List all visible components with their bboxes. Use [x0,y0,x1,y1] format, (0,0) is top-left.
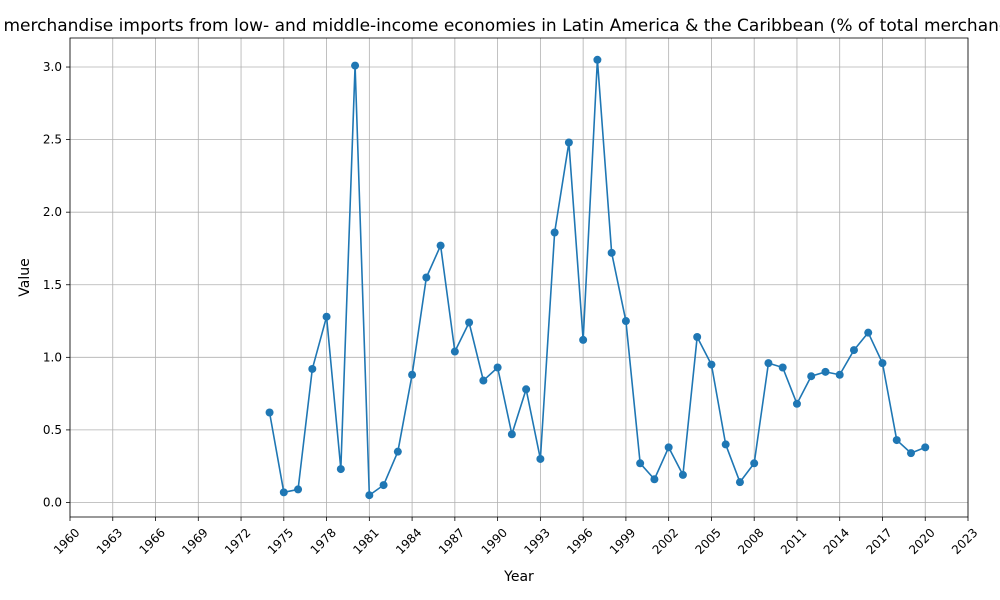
data-point [322,312,331,321]
y-axis-ticks: 0.0 0.5 1.0 1.5 2.0 2.5 3.0 [43,60,70,509]
x-tick-label: 1978 [308,526,339,557]
data-point [408,370,417,379]
data-point [593,55,602,64]
data-point [479,376,488,385]
data-point [778,363,787,372]
data-point [750,459,759,468]
x-tick-label: 1993 [521,526,552,557]
chart-title: Share of merchandise imports from low- a… [0,16,1000,36]
data-point [550,228,559,237]
data-point [294,485,303,494]
x-tick-label: 2008 [735,526,766,557]
data-point [308,364,317,373]
x-tick-label: 2017 [863,526,894,557]
y-tick-label: 3.0 [43,60,62,74]
y-axis-label: Value [17,258,33,296]
x-tick-label: 1960 [51,526,82,557]
data-point [450,347,459,356]
data-point [807,372,816,381]
data-point [664,443,673,452]
x-axis-label: Year [503,569,534,585]
x-tick-label: 1990 [479,526,510,557]
x-axis-ticks: 1960 1963 1966 1969 1972 1975 1978 1981 1984 1987… [51,517,980,557]
y-tick-label: 2.5 [43,133,62,147]
data-point [379,481,388,490]
x-tick-label: 1987 [436,526,467,557]
data-point [522,385,531,394]
x-tick-label: 2014 [821,526,852,557]
data-point [465,318,474,327]
data-point [536,454,545,463]
data-point [422,273,431,282]
x-tick-label: 2020 [906,526,937,557]
data-point [351,61,360,70]
data-points [265,55,930,500]
x-tick-label: 1969 [179,526,210,557]
x-tick-label: 1972 [222,526,253,557]
data-point [707,360,716,369]
data-point [821,367,830,376]
x-tick-label: 1975 [265,526,296,557]
data-point [493,363,502,372]
x-tick-label: 1981 [350,526,381,557]
data-point [792,399,801,408]
data-point [564,138,573,147]
data-point [393,447,402,456]
x-tick-label: 2005 [692,526,723,557]
x-tick-label: 2011 [778,526,809,557]
data-point [636,459,645,468]
x-tick-label: 2002 [650,526,681,557]
data-point [835,370,844,379]
x-tick-label: 1984 [393,526,424,557]
data-point [892,436,901,445]
grid-lines [69,38,969,517]
data-point [436,241,445,250]
data-point [607,248,616,257]
data-point [764,359,773,368]
y-tick-label: 2.0 [43,205,62,219]
y-tick-label: 1.0 [43,350,62,364]
data-point [336,465,345,474]
data-point [864,328,873,337]
data-point [849,346,858,355]
data-point [878,359,887,368]
x-tick-label: 2023 [949,526,980,557]
data-point [721,440,730,449]
data-point [906,449,915,458]
y-tick-label: 1.5 [43,278,62,292]
data-point [579,335,588,344]
data-point [921,443,930,452]
x-tick-label: 1966 [137,526,168,557]
data-point [621,317,630,326]
data-point [507,430,516,439]
data-point [735,478,744,487]
data-point [279,488,288,497]
x-tick-label: 1963 [94,526,125,557]
data-point [265,408,274,417]
data-point [365,491,374,500]
y-tick-label: 0.0 [43,495,62,509]
y-tick-label: 0.5 [43,423,62,437]
data-point [650,475,659,484]
data-point [678,470,687,479]
plot-frame [69,37,969,518]
data-point [693,333,702,342]
x-tick-label: 1996 [564,526,595,557]
x-tick-label: 1999 [607,526,638,557]
